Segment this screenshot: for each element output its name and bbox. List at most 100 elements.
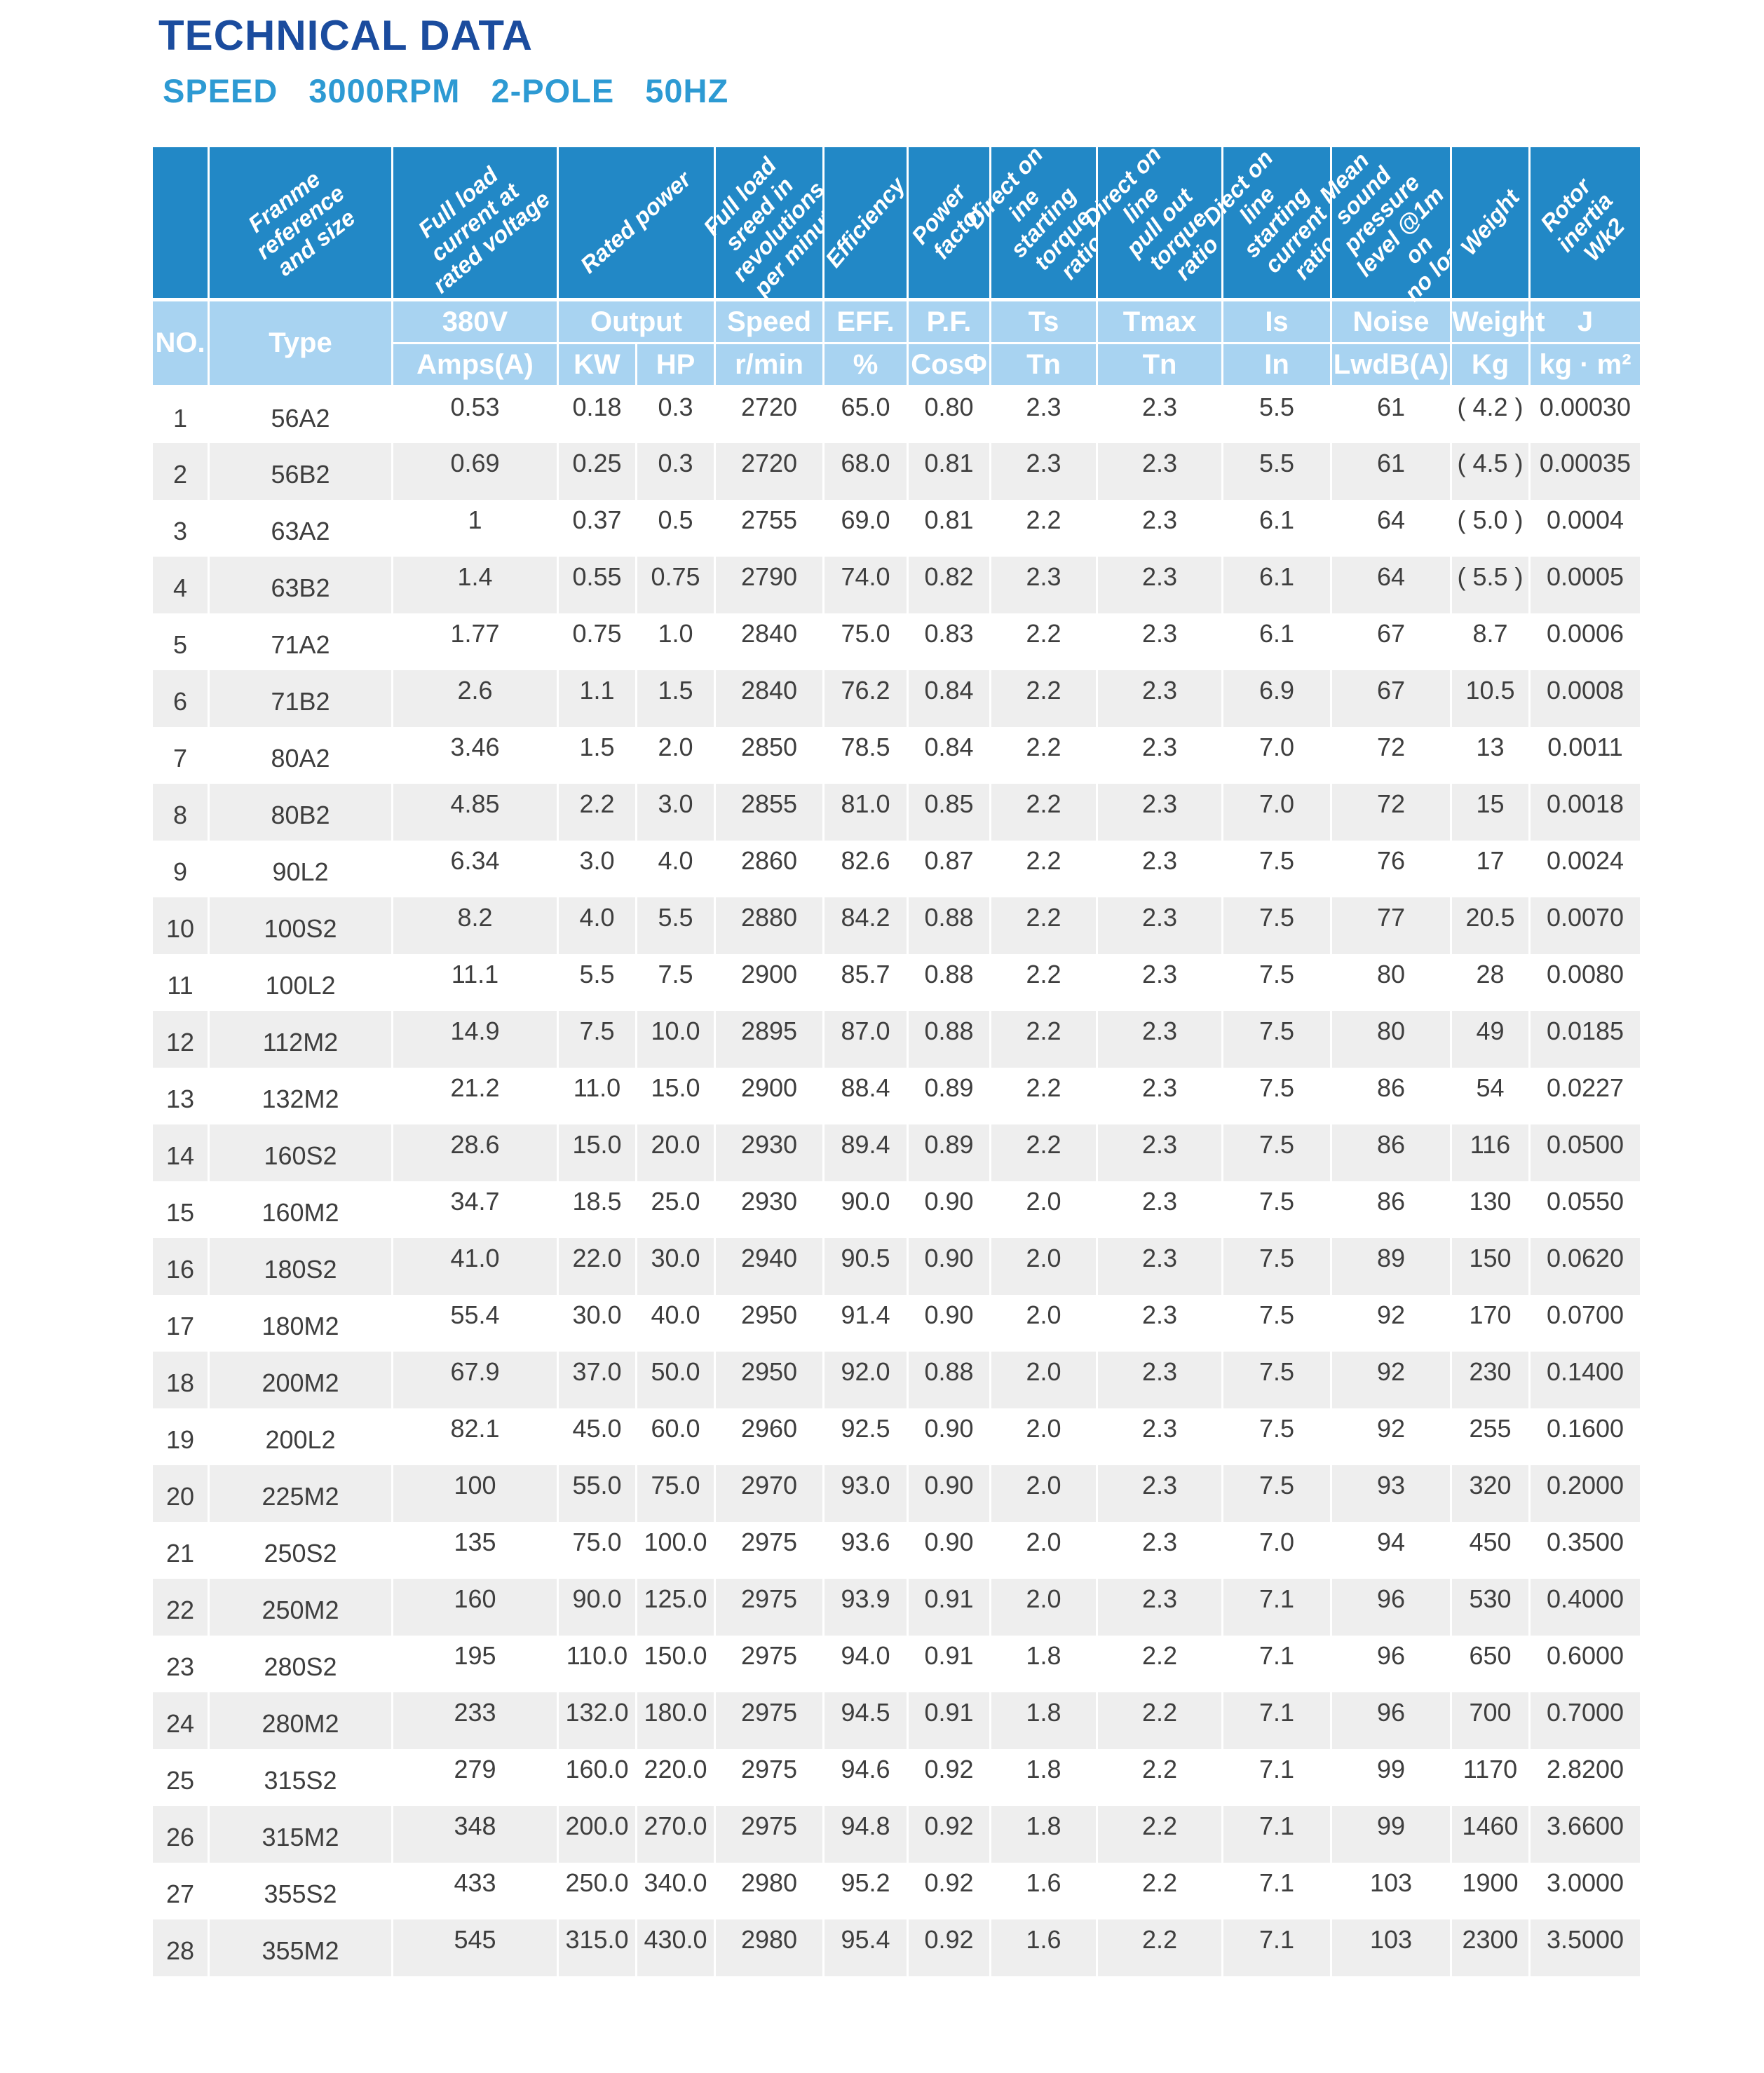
cell-eff: 75.0	[822, 613, 909, 670]
header-speed: Speed	[714, 299, 825, 344]
cell-eff: 90.5	[822, 1237, 909, 1295]
cell-eff: 87.0	[822, 1010, 909, 1068]
cell-weight: 1460	[1450, 1805, 1531, 1863]
cell-no: 16	[151, 1237, 210, 1295]
cell-no: 5	[151, 613, 210, 670]
cell-tmax: 2.3	[1096, 442, 1223, 500]
cell-pf: 0.91	[907, 1635, 991, 1692]
header-is: Is	[1221, 299, 1332, 344]
cell-is: 7.0	[1221, 783, 1332, 841]
unit-amps: Amps(A)	[391, 342, 559, 387]
cell-weight: 2300	[1450, 1919, 1531, 1976]
cell-ts: 2.0	[989, 1181, 1098, 1238]
cell-pf: 0.88	[907, 1351, 991, 1408]
cell-hp: 0.75	[635, 556, 716, 613]
cell-tmax: 2.3	[1096, 1067, 1223, 1124]
cell-inertia: 0.3500	[1528, 1521, 1642, 1579]
cell-ts: 2.2	[989, 1010, 1098, 1068]
cell-hp: 10.0	[635, 1010, 716, 1068]
cell-no: 11	[151, 953, 210, 1011]
header-type: Type	[208, 299, 393, 387]
cell-type: 180S2	[208, 1237, 393, 1295]
cell-speed: 2980	[714, 1862, 825, 1919]
rotated-label: Rated power	[575, 165, 696, 278]
cell-type: 250S2	[208, 1521, 393, 1579]
cell-kw: 0.37	[557, 499, 637, 557]
cell-speed: 2930	[714, 1124, 825, 1181]
cell-pf: 0.88	[907, 953, 991, 1011]
cell-hp: 25.0	[635, 1181, 716, 1238]
col-header-frame-reference: Franme reference and size	[208, 147, 393, 301]
table-row: 16 180S2 41.0 22.0 30.0 2940 90.5 0.90 2…	[151, 1237, 1642, 1295]
cell-pf: 0.92	[907, 1862, 991, 1919]
cell-kw: 55.0	[557, 1464, 637, 1522]
cell-weight: 320	[1450, 1464, 1531, 1522]
cell-hp: 1.0	[635, 613, 716, 670]
cell-pf: 0.91	[907, 1578, 991, 1636]
cell-noise: 96	[1330, 1578, 1452, 1636]
cell-noise: 103	[1330, 1919, 1452, 1976]
cell-no: 1	[151, 386, 210, 443]
cell-noise: 86	[1330, 1067, 1452, 1124]
cell-no: 3	[151, 499, 210, 557]
cell-tmax: 2.3	[1096, 556, 1223, 613]
cell-inertia: 0.0006	[1528, 613, 1642, 670]
cell-kw: 7.5	[557, 1010, 637, 1068]
cell-tmax: 2.2	[1096, 1862, 1223, 1919]
cell-type: 71B2	[208, 670, 393, 727]
cell-pf: 0.92	[907, 1748, 991, 1806]
cell-hp: 5.5	[635, 897, 716, 954]
cell-tmax: 2.3	[1096, 1351, 1223, 1408]
cell-inertia: 3.0000	[1528, 1862, 1642, 1919]
table-row: 6 71B2 2.6 1.1 1.5 2840 76.2 0.84 2.2 2.…	[151, 670, 1642, 727]
unit-header-row: Amps(A) KW HP r/min % CosΦ Tn Tn In LwdB…	[152, 342, 1642, 387]
cell-is: 5.5	[1221, 442, 1332, 500]
cell-pf: 0.82	[907, 556, 991, 613]
cell-hp: 220.0	[635, 1748, 716, 1806]
cell-hp: 180.0	[635, 1692, 716, 1749]
cell-speed: 2950	[714, 1294, 825, 1352]
cell-hp: 15.0	[635, 1067, 716, 1124]
table-row: 20 225M2 100 55.0 75.0 2970 93.0 0.90 2.…	[151, 1464, 1642, 1522]
cell-weight: 49	[1450, 1010, 1531, 1068]
cell-noise: 61	[1330, 386, 1452, 443]
table-row: 4 63B2 1.4 0.55 0.75 2790 74.0 0.82 2.3 …	[151, 556, 1642, 613]
cell-kw: 11.0	[557, 1067, 637, 1124]
cell-kw: 1.5	[557, 726, 637, 784]
cell-tmax: 2.3	[1096, 1294, 1223, 1352]
cell-is: 7.5	[1221, 1294, 1332, 1352]
cell-ts: 1.8	[989, 1692, 1098, 1749]
cell-amps: 3.46	[391, 726, 559, 784]
cell-noise: 64	[1330, 499, 1452, 557]
cell-type: 80A2	[208, 726, 393, 784]
table-row: 19 200L2 82.1 45.0 60.0 2960 92.5 0.90 2…	[151, 1408, 1642, 1465]
cell-no: 17	[151, 1294, 210, 1352]
cell-type: 280M2	[208, 1692, 393, 1749]
cell-ts: 2.0	[989, 1578, 1098, 1636]
cell-amps: 233	[391, 1692, 559, 1749]
cell-speed: 2840	[714, 670, 825, 727]
cell-noise: 80	[1330, 1010, 1452, 1068]
cell-speed: 2895	[714, 1010, 825, 1068]
table-row: 21 250S2 135 75.0 100.0 2975 93.6 0.90 2…	[151, 1521, 1642, 1579]
rotated-label: Weight	[1455, 184, 1525, 260]
col-header-starting-current-ratio: Diect on line starting current ratio	[1198, 145, 1341, 301]
cell-eff: 81.0	[822, 783, 909, 841]
cell-is: 7.5	[1221, 1464, 1332, 1522]
cell-hp: 100.0	[635, 1521, 716, 1579]
cell-noise: 72	[1330, 783, 1452, 841]
technical-data-table: Franme reference and size Full load curr…	[151, 141, 1642, 1976]
cell-amps: 14.9	[391, 1010, 559, 1068]
unit-in: In	[1221, 342, 1332, 387]
cell-is: 7.1	[1221, 1748, 1332, 1806]
cell-ts: 1.8	[989, 1635, 1098, 1692]
cell-ts: 2.3	[989, 386, 1098, 443]
cell-pf: 0.88	[907, 1010, 991, 1068]
cell-noise: 96	[1330, 1635, 1452, 1692]
cell-weight: ( 4.5 )	[1450, 442, 1531, 500]
cell-type: 71A2	[208, 613, 393, 670]
cell-is: 6.1	[1221, 499, 1332, 557]
cell-eff: 82.6	[822, 840, 909, 897]
cell-inertia: 0.2000	[1528, 1464, 1642, 1522]
cell-amps: 100	[391, 1464, 559, 1522]
